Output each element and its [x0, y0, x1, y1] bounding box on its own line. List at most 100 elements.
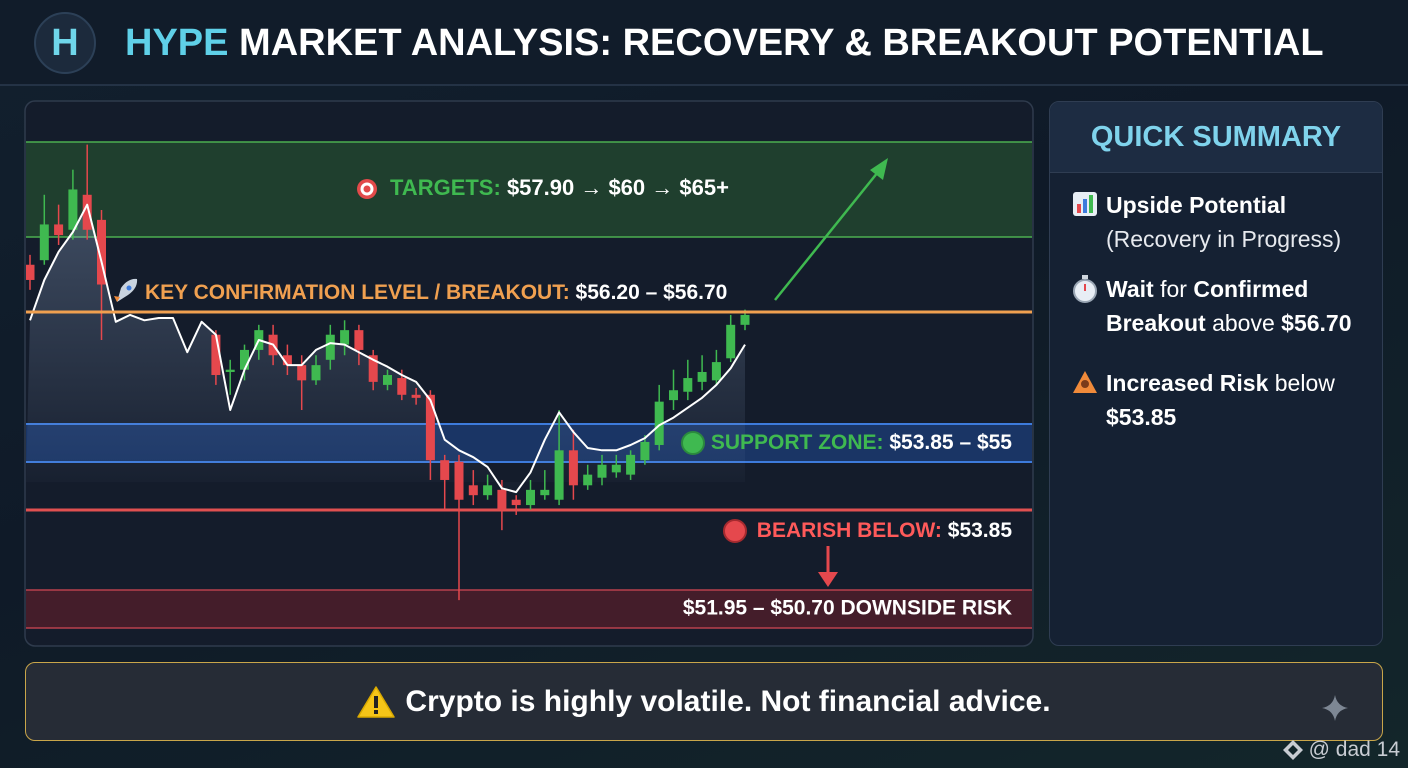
candle-body [540, 489, 550, 496]
title-highlight: HYPE [125, 22, 228, 64]
target-icon [357, 179, 377, 199]
candle-body [240, 349, 249, 370]
support-icon [681, 431, 705, 455]
annotation-label: TARGETS: [390, 175, 501, 200]
candle-body [468, 485, 478, 496]
candle-body [225, 369, 235, 372]
candle-body [82, 194, 92, 230]
annotation-label: KEY CONFIRMATION LEVEL / BREAKOUT: [145, 281, 570, 304]
candle-body [683, 378, 693, 392]
candle-body [97, 219, 106, 285]
candle-body [311, 365, 321, 381]
candle-body [697, 371, 707, 382]
logo-letter: H [51, 22, 78, 64]
summary-item: Wait for Confirmed Breakout above $56.70 [1072, 272, 1372, 340]
summary-part: for [1153, 276, 1194, 302]
sparkle-icon [1322, 695, 1348, 721]
line-area [26, 204, 745, 493]
title-text: MARKET ANALYSIS: RECOVERY & BREAKOUT POT… [239, 22, 1323, 64]
candle-body [68, 189, 78, 230]
candle-body [568, 450, 578, 486]
candle-body [511, 499, 521, 506]
annotation-value: $57.90 → $60 → $65+ [507, 175, 729, 200]
risk-icon [1073, 371, 1097, 393]
summary-part: Wait [1106, 276, 1154, 302]
watermark-text: @ dad 14 [1308, 738, 1400, 761]
candle-body [440, 460, 450, 480]
candle-body [354, 330, 364, 350]
annotation-label: BEARISH BELOW: [757, 519, 942, 542]
warning-icon [357, 685, 396, 718]
summary-part: below [1268, 370, 1335, 396]
summary-part: Increased Risk [1106, 370, 1269, 396]
line [29, 203, 746, 494]
candle-body [454, 461, 464, 500]
summary-part: $53.85 [1106, 404, 1177, 430]
summary-part: Upside Potential [1106, 192, 1287, 218]
annotation-value: $53.85 [948, 519, 1013, 542]
summary-item: Increased Risk below $53.85 [1072, 366, 1372, 434]
candle-body [611, 464, 621, 473]
rocket-icon [114, 278, 138, 302]
support-annotation: SUPPORT ZONE: $53.85 – $55 [711, 431, 1012, 454]
candle-body [583, 474, 593, 486]
candle-body [282, 355, 292, 366]
summary-part: above [1205, 310, 1282, 336]
candle-body [340, 330, 350, 345]
plot [26, 144, 750, 601]
candle-body [597, 464, 607, 478]
key-level-annotation: KEY CONFIRMATION LEVEL / BREAKOUT: $56.2… [145, 281, 727, 304]
candle-body [640, 441, 650, 461]
candle-body [411, 394, 421, 398]
summary-title: QUICK SUMMARY [1050, 102, 1382, 173]
stopwatch-icon [1073, 275, 1097, 303]
annotation-value: $56.20 – $56.70 [576, 281, 728, 304]
summary-text: Increased Risk below $53.85 [1106, 366, 1372, 434]
target-arrow-head [870, 158, 888, 180]
annotation-value: $53.85 – $55 [889, 431, 1012, 454]
target-arrow [774, 171, 879, 301]
logo [34, 12, 96, 74]
header-bar [0, 0, 1408, 85]
bearish-icon [723, 519, 747, 543]
candle-body [297, 365, 307, 381]
downside-zone [26, 590, 1032, 628]
candle-body [325, 334, 335, 360]
chart-icon [1073, 192, 1097, 216]
candle-body [425, 394, 435, 461]
candle-body [497, 489, 507, 510]
risk-arrow-head [818, 572, 838, 587]
candle-body [54, 224, 64, 236]
disclaimer-text: Crypto is highly volatile. Not financial… [405, 684, 1051, 718]
summary-part: $56.70 [1281, 310, 1352, 336]
downside-annotation: $51.95 – $50.70 DOWNSIDE RISK [683, 597, 1012, 620]
disclaimer: Crypto is highly volatile. Not financial… [25, 662, 1383, 741]
watermark: @ dad 14 [1281, 738, 1400, 762]
candle-body [368, 355, 378, 382]
candle-body [726, 324, 736, 359]
candle-body [654, 401, 664, 445]
candle-body [26, 264, 35, 280]
candle-body [383, 375, 392, 385]
page-title: HYPE MARKET ANALYSIS: RECOVERY & BREAKOU… [125, 22, 1324, 64]
candle-body [669, 390, 678, 401]
candle-body [626, 454, 636, 475]
candle-body [397, 378, 407, 395]
annotation-label: SUPPORT ZONE: [711, 431, 884, 454]
targets-annotation: TARGETS: $57.90 → $60 → $65+ [390, 175, 729, 200]
summary-text: Wait for Confirmed Breakout above $56.70 [1106, 272, 1372, 340]
summary-panel: QUICK SUMMARY Upside Potential (Recovery … [1049, 101, 1383, 646]
candle-body [554, 450, 564, 500]
candle-body [526, 489, 535, 506]
candle-body [211, 334, 221, 376]
summary-text: Upside Potential (Recovery in Progress) [1106, 188, 1372, 256]
summary-part: Confirmed Breakout [1106, 276, 1309, 336]
watermark-icon [1282, 740, 1303, 760]
bearish-annotation: BEARISH BELOW: $53.85 [757, 519, 1013, 542]
candle-body [740, 314, 750, 325]
candle-body [711, 362, 721, 381]
candle-body [39, 224, 49, 261]
candle-body [483, 485, 493, 496]
